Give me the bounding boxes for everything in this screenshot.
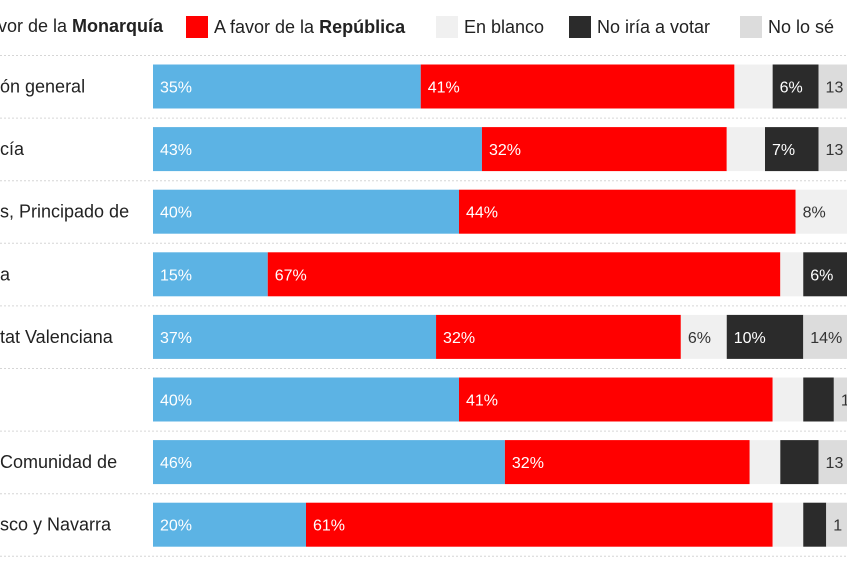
- legend-swatch-blanco: [436, 16, 458, 38]
- data-label-republica: 32%: [443, 330, 475, 347]
- bar-segment-no_se: [826, 502, 847, 547]
- data-label-republica: 41%: [428, 80, 460, 97]
- bar-segment-monarquia: [153, 127, 482, 172]
- data-label-monarquia: 46%: [160, 455, 192, 472]
- bar-segment-blanco: [795, 189, 847, 234]
- bar-segment-monarquia: [153, 440, 505, 485]
- data-label-republica: 41%: [466, 393, 498, 410]
- legend-swatch-republica: [186, 16, 208, 38]
- bar-segment-no_votar: [765, 127, 819, 172]
- data-label-blanco: 6%: [688, 330, 711, 347]
- data-label-blanco: 8%: [803, 205, 826, 222]
- bar-segment-blanco: [734, 64, 773, 109]
- data-label-monarquia: 20%: [160, 518, 192, 535]
- bar-segment-blanco: [780, 252, 804, 297]
- data-label-no_se: 13: [826, 142, 844, 159]
- bar-segment-monarquia: [153, 377, 459, 422]
- bar-segment-no_se: [803, 314, 847, 359]
- legend-swatch-no_votar: [569, 16, 591, 38]
- data-label-no_votar: 10%: [734, 330, 766, 347]
- legend-item-no_votar: No iría a votar: [569, 16, 710, 38]
- bar-segment-monarquia: [153, 502, 306, 547]
- bar-segment-blanco: [749, 440, 781, 485]
- bar-segment-republica: [420, 64, 735, 109]
- bar-segment-republica: [436, 314, 681, 359]
- legend-label-republica: A favor de la República: [214, 16, 406, 37]
- data-label-no_se: 1: [833, 518, 842, 535]
- data-label-no_se: 1: [841, 393, 847, 410]
- data-label-no_votar: 6%: [810, 267, 833, 284]
- legend-label-no_votar: No iría a votar: [597, 16, 711, 37]
- legend-item-republica: A favor de la República: [186, 16, 405, 38]
- bar-segment-republica: [459, 189, 796, 234]
- row-label: s, Principado de: [0, 202, 129, 222]
- data-label-republica: 32%: [512, 455, 544, 472]
- bar-segment-no_votar: [780, 440, 819, 485]
- bar-segment-blanco: [680, 314, 727, 359]
- bar-segment-no_se: [818, 64, 847, 109]
- bar-segment-blanco: [772, 502, 804, 547]
- data-label-monarquia: 40%: [160, 205, 192, 222]
- row-label: ón general: [0, 77, 85, 97]
- data-label-republica: 61%: [313, 518, 345, 535]
- data-label-no_se: 13: [826, 80, 844, 97]
- bar-segment-blanco: [726, 127, 765, 172]
- bar-segment-no_se: [818, 440, 847, 485]
- legend-swatch-no_se: [740, 16, 762, 38]
- legend-item-no_se: No lo sé: [740, 16, 834, 38]
- bar-segment-monarquia: [153, 189, 459, 234]
- bar-segment-monarquia: [153, 314, 437, 359]
- bar-segment-no_se: [833, 377, 847, 422]
- bar-segment-no_votar: [803, 252, 847, 297]
- legend-label-monarquia: vor de la Monarquía: [0, 16, 164, 36]
- bar-segment-republica: [481, 127, 727, 172]
- bar-segment-republica: [459, 377, 773, 422]
- legend-item-blanco: En blanco: [436, 16, 544, 38]
- legend-label-blanco: En blanco: [464, 16, 545, 37]
- data-label-republica: 67%: [275, 267, 307, 284]
- bar-segment-no_se: [818, 127, 847, 172]
- data-label-monarquia: 15%: [160, 267, 192, 284]
- row-label: Comunidad de: [0, 452, 117, 472]
- bar-segment-monarquia: [153, 64, 421, 109]
- row-label: tat Valenciana: [0, 327, 114, 347]
- bar-segment-republica: [267, 252, 781, 297]
- data-label-no_votar: 7%: [772, 142, 795, 159]
- data-label-no_votar: 6%: [780, 80, 803, 97]
- data-label-monarquia: 35%: [160, 80, 192, 97]
- data-label-monarquia: 40%: [160, 393, 192, 410]
- data-label-republica: 44%: [466, 205, 498, 222]
- legend-item-monarquia: vor de la Monarquía: [0, 16, 163, 37]
- row-label: sco y Navarra: [0, 515, 112, 535]
- data-label-no_se: 14%: [810, 330, 842, 347]
- data-label-no_se: 13: [826, 455, 844, 472]
- row-label: a: [0, 264, 11, 284]
- row-label: cía: [0, 139, 25, 159]
- bar-segment-no_votar: [803, 502, 827, 547]
- data-label-monarquia: 43%: [160, 142, 192, 159]
- bar-segment-no_votar: [726, 314, 804, 359]
- bar-segment-republica: [306, 502, 773, 547]
- legend-label-no_se: No lo sé: [768, 16, 835, 37]
- legend: vor de la Monarquía A favor de la Repúbli…: [0, 16, 847, 46]
- bar-segment-republica: [504, 440, 750, 485]
- bar-segment-blanco: [772, 377, 804, 422]
- data-label-monarquia: 37%: [160, 330, 192, 347]
- data-label-republica: 32%: [489, 142, 521, 159]
- bar-segment-no_votar: [772, 64, 819, 109]
- bar-segment-no_votar: [803, 377, 834, 422]
- bar-segment-monarquia: [153, 252, 268, 297]
